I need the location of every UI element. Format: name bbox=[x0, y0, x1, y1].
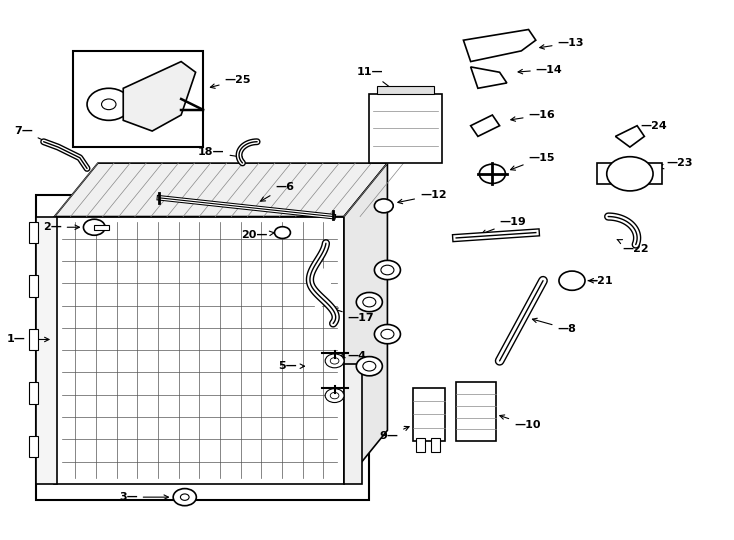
Circle shape bbox=[479, 164, 506, 184]
Text: 3—: 3— bbox=[119, 492, 168, 502]
Polygon shape bbox=[470, 115, 500, 137]
Text: —19: —19 bbox=[482, 217, 526, 234]
Polygon shape bbox=[470, 67, 507, 88]
Bar bbox=[457, 382, 496, 441]
Text: 2—: 2— bbox=[43, 222, 79, 232]
Circle shape bbox=[325, 354, 344, 368]
Text: 9—: 9— bbox=[379, 427, 409, 441]
Text: —14: —14 bbox=[518, 65, 562, 75]
Bar bbox=[94, 225, 109, 230]
Circle shape bbox=[84, 219, 105, 235]
Text: 26—: 26— bbox=[122, 107, 148, 117]
Polygon shape bbox=[54, 163, 388, 217]
Circle shape bbox=[356, 356, 382, 376]
Bar bbox=[37, 217, 57, 484]
Text: —21: —21 bbox=[586, 276, 613, 286]
Text: 20—: 20— bbox=[241, 230, 274, 240]
Text: —22: —22 bbox=[617, 240, 650, 254]
Circle shape bbox=[87, 88, 131, 120]
Bar bbox=[377, 86, 435, 93]
Text: 7—: 7— bbox=[14, 126, 54, 146]
Bar bbox=[37, 195, 369, 500]
Text: —15: —15 bbox=[511, 153, 555, 170]
Text: —4: —4 bbox=[341, 350, 366, 361]
Text: 5—: 5— bbox=[278, 361, 305, 371]
Bar bbox=[413, 388, 446, 441]
Text: 18—: 18— bbox=[198, 147, 242, 159]
Text: —6: —6 bbox=[261, 182, 294, 201]
Circle shape bbox=[374, 199, 393, 213]
Circle shape bbox=[181, 494, 189, 501]
Circle shape bbox=[356, 293, 382, 312]
Text: 1—: 1— bbox=[7, 334, 49, 345]
Bar bbox=[29, 275, 38, 296]
Bar bbox=[416, 438, 425, 452]
Bar bbox=[29, 382, 38, 403]
Text: —17: —17 bbox=[333, 308, 374, 323]
Circle shape bbox=[374, 260, 401, 280]
Bar bbox=[73, 51, 203, 147]
Circle shape bbox=[325, 389, 344, 402]
Bar bbox=[431, 438, 440, 452]
Circle shape bbox=[559, 271, 585, 291]
Text: —16: —16 bbox=[511, 110, 556, 122]
Bar bbox=[597, 163, 663, 185]
Text: 11—: 11— bbox=[357, 68, 395, 91]
Text: —8: —8 bbox=[532, 318, 576, 334]
Circle shape bbox=[101, 99, 116, 110]
Bar bbox=[29, 222, 38, 244]
Text: —24: —24 bbox=[633, 121, 667, 133]
Text: —12: —12 bbox=[398, 190, 446, 204]
Circle shape bbox=[381, 265, 394, 275]
Polygon shape bbox=[54, 217, 344, 484]
Circle shape bbox=[173, 489, 196, 505]
Bar bbox=[344, 363, 362, 484]
Polygon shape bbox=[463, 30, 536, 62]
Polygon shape bbox=[615, 126, 644, 147]
Circle shape bbox=[363, 361, 376, 371]
Polygon shape bbox=[344, 163, 388, 484]
Text: —25: —25 bbox=[211, 75, 251, 89]
Text: —23: —23 bbox=[659, 158, 693, 169]
Circle shape bbox=[607, 157, 653, 191]
Circle shape bbox=[381, 329, 394, 339]
Bar bbox=[29, 436, 38, 457]
Circle shape bbox=[275, 227, 291, 239]
Text: —13: —13 bbox=[539, 38, 584, 49]
Circle shape bbox=[330, 357, 339, 364]
Circle shape bbox=[374, 325, 401, 344]
Circle shape bbox=[363, 297, 376, 307]
Bar bbox=[29, 329, 38, 350]
Circle shape bbox=[330, 393, 339, 399]
Polygon shape bbox=[123, 62, 196, 131]
Bar bbox=[369, 93, 442, 163]
Text: —10: —10 bbox=[500, 415, 540, 430]
